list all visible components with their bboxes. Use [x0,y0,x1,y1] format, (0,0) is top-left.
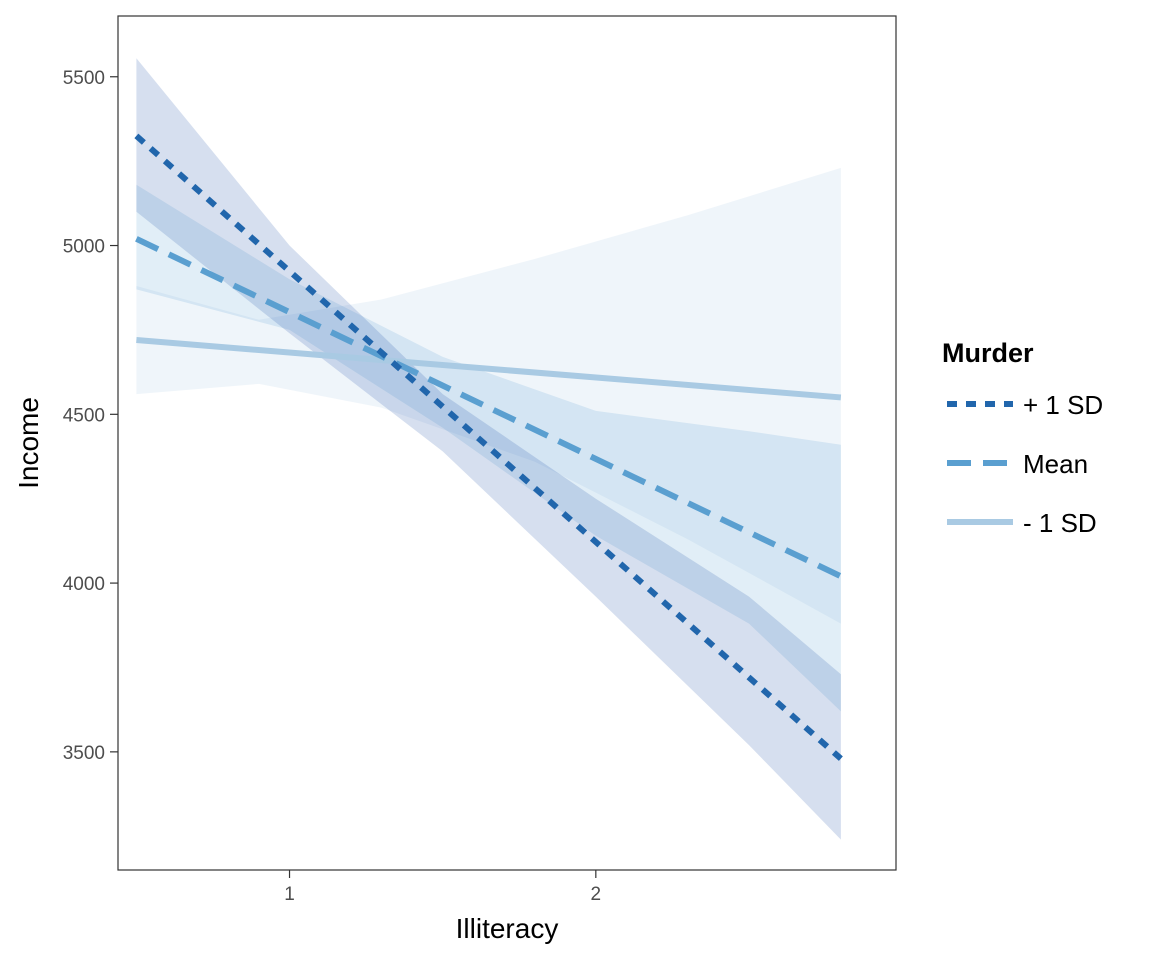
ribbon-mean [136,184,841,712]
x-tick-label: 1 [284,884,295,905]
ribbon-plus-1sd [136,58,841,840]
x-axis-title: Illiteracy [456,913,559,944]
y-axis-title: Income [13,397,44,489]
y-axis: 3500 4000 4500 5000 5500 [63,68,118,764]
legend-title: Murder [942,338,1034,368]
regression-lines [134,133,843,761]
plot-panel-border [117,15,897,871]
y-tick-label: 4000 [63,574,105,595]
legend-label: - 1 SD [1023,508,1097,538]
line-mean [135,236,843,580]
y-tick-label: 5500 [63,68,105,89]
legend-label: Mean [1023,449,1088,479]
x-tick-label: 2 [591,884,602,905]
ribbon-minus-1sd [136,167,841,624]
line-minus-1sd [136,337,842,401]
line-plus-1sd [134,133,843,761]
legend: Murder + 1 SD Mean - 1 SD [942,338,1103,538]
y-tick-label: 4500 [63,405,105,426]
y-tick-label: 3500 [63,743,105,764]
legend-label: + 1 SD [1023,390,1103,420]
y-tick-label: 5000 [63,237,105,258]
confidence-ribbons [136,58,841,840]
